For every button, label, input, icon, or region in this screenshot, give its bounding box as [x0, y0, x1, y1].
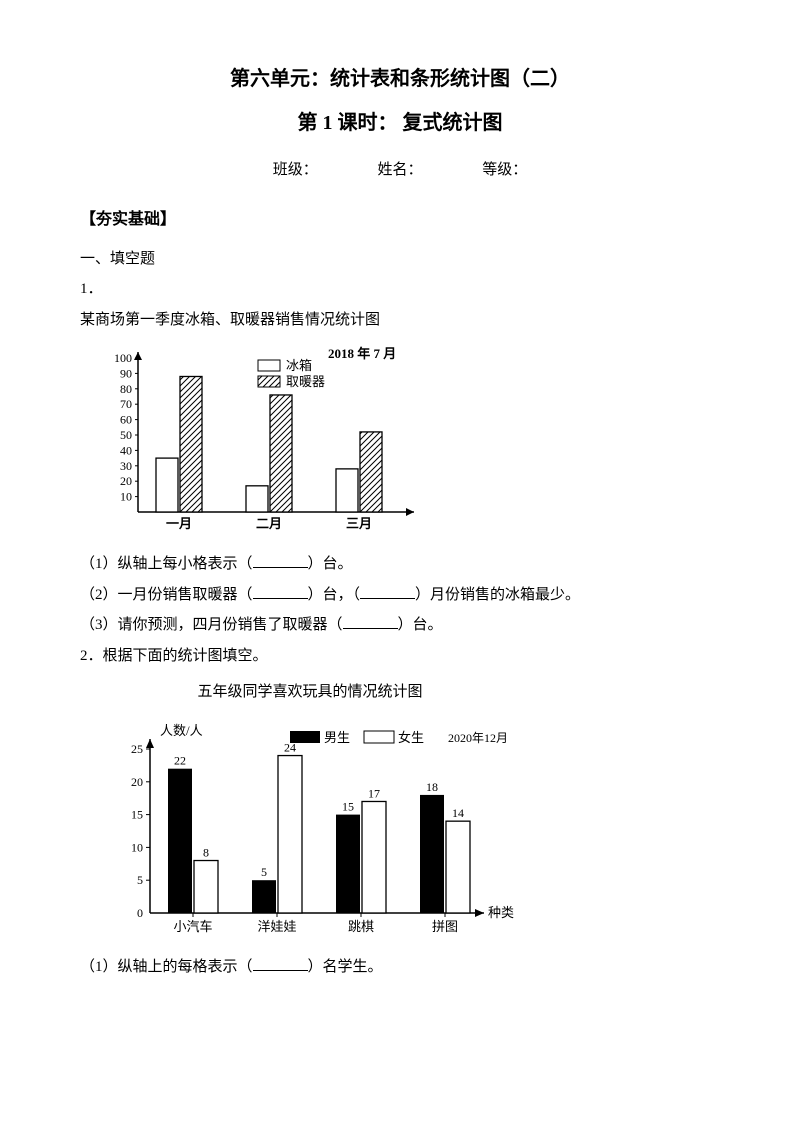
- svg-text:冰箱: 冰箱: [286, 358, 312, 373]
- svg-text:100: 100: [114, 351, 132, 365]
- section-basics: 【夯实基础】: [80, 205, 720, 235]
- svg-text:17: 17: [368, 786, 380, 800]
- svg-text:5: 5: [137, 873, 143, 887]
- svg-text:洋娃娃: 洋娃娃: [257, 919, 296, 934]
- q2-chart: 5 10 15 20 25 0 人数/人种类 男生 女生 2020年12月 22 8 小汽车 5 24 洋娃娃…: [100, 713, 720, 943]
- q1-sub2-a: （2）一月份销售取暖器（: [80, 587, 253, 603]
- svg-text:女生: 女生: [398, 730, 424, 745]
- q1-chart: 1020 3040 506070 8090 100 冰箱取暖器2018 年 7 月一月 二月…: [100, 340, 720, 540]
- svg-text:二月: 二月: [256, 516, 282, 531]
- q1-sub1-a: （1）纵轴上每小格表示（: [80, 556, 253, 572]
- svg-text:80: 80: [120, 382, 132, 396]
- q1-sub3-a: （3）请你预测，四月份销售了取暖器（: [80, 617, 343, 633]
- svg-text:8: 8: [203, 845, 209, 859]
- section-fill: 一、填空题: [80, 245, 720, 274]
- q1-sub3: （3）请你预测，四月份销售了取暖器（ ）台。: [80, 611, 720, 640]
- q1-sub3-b: ）台。: [398, 617, 443, 633]
- svg-text:30: 30: [120, 459, 132, 473]
- unit-title: 第六单元：统计表和条形统计图（二）: [80, 60, 720, 98]
- q2-num: 2．: [80, 648, 103, 664]
- svg-text:5: 5: [261, 865, 267, 879]
- q2-sub1-a: （1）纵轴上的每格表示（: [80, 959, 253, 975]
- svg-text:跳棋: 跳棋: [348, 919, 374, 934]
- q1-sub2-b: ）台，（: [308, 587, 361, 603]
- svg-text:22: 22: [174, 754, 186, 768]
- svg-text:90: 90: [120, 367, 132, 381]
- name-label: 姓名：: [377, 156, 422, 185]
- blank[interactable]: [360, 584, 415, 599]
- q1-sub1: （1）纵轴上每小格表示（ ）台。: [80, 550, 720, 579]
- svg-text:10: 10: [120, 490, 132, 504]
- svg-text:24: 24: [284, 740, 296, 754]
- svg-text:0: 0: [137, 906, 143, 920]
- q1-sub2-c: ）月份销售的冰箱最少。: [415, 587, 580, 603]
- svg-text:2020年12月: 2020年12月: [448, 731, 508, 745]
- svg-text:小汽车: 小汽车: [173, 919, 212, 934]
- svg-text:25: 25: [131, 742, 143, 756]
- grade-label: 等级：: [482, 156, 527, 185]
- class-label: 班级：: [273, 156, 318, 185]
- blank[interactable]: [253, 553, 308, 568]
- q1-sub1-b: ）台。: [308, 556, 353, 572]
- q2-line: 2．根据下面的统计图填空。: [80, 642, 720, 671]
- svg-text:20: 20: [131, 775, 143, 789]
- q2-sub1: （1）纵轴上的每格表示（ ）名学生。: [80, 953, 720, 982]
- blank[interactable]: [253, 584, 308, 599]
- svg-text:人数/人: 人数/人: [160, 723, 203, 738]
- svg-text:15: 15: [342, 799, 354, 813]
- q1-intro: 某商场第一季度冰箱、取暖器销售情况统计图: [80, 306, 720, 335]
- svg-text:20: 20: [120, 475, 132, 489]
- svg-text:男生: 男生: [324, 730, 350, 745]
- svg-text:60: 60: [120, 413, 132, 427]
- q1-sub2: （2）一月份销售取暖器（ ）台，（ ）月份销售的冰箱最少。: [80, 581, 720, 610]
- blank[interactable]: [253, 956, 308, 971]
- q2-sub1-b: ）名学生。: [308, 959, 383, 975]
- svg-text:三月: 三月: [346, 516, 372, 531]
- svg-text:取暖器: 取暖器: [286, 374, 325, 389]
- q2-intro: 根据下面的统计图填空。: [103, 648, 268, 664]
- meta-row: 班级： 姓名： 等级：: [80, 156, 720, 185]
- svg-text:15: 15: [131, 807, 143, 821]
- svg-text:10: 10: [131, 840, 143, 854]
- svg-text:40: 40: [120, 444, 132, 458]
- lesson-title: 第 1 课时： 复式统计图: [80, 104, 720, 142]
- svg-text:18: 18: [426, 780, 438, 794]
- q1-num: 1．: [80, 275, 720, 304]
- question-1: 1． 某商场第一季度冰箱、取暖器销售情况统计图 1020 3040 506070 80…: [80, 275, 720, 640]
- question-2: 2．根据下面的统计图填空。 五年级同学喜欢玩具的情况统计图 5 10 15 20 25 0…: [80, 642, 720, 982]
- svg-text:50: 50: [120, 428, 132, 442]
- svg-text:一月: 一月: [166, 516, 192, 531]
- blank[interactable]: [343, 614, 398, 629]
- svg-text:种类: 种类: [488, 905, 514, 920]
- svg-text:14: 14: [452, 806, 464, 820]
- q2-chart-title: 五年级同学喜欢玩具的情况统计图: [110, 678, 510, 707]
- svg-text:2018 年 7 月: 2018 年 7 月: [328, 346, 396, 361]
- svg-text:70: 70: [120, 398, 132, 412]
- svg-text:拼图: 拼图: [432, 919, 458, 934]
